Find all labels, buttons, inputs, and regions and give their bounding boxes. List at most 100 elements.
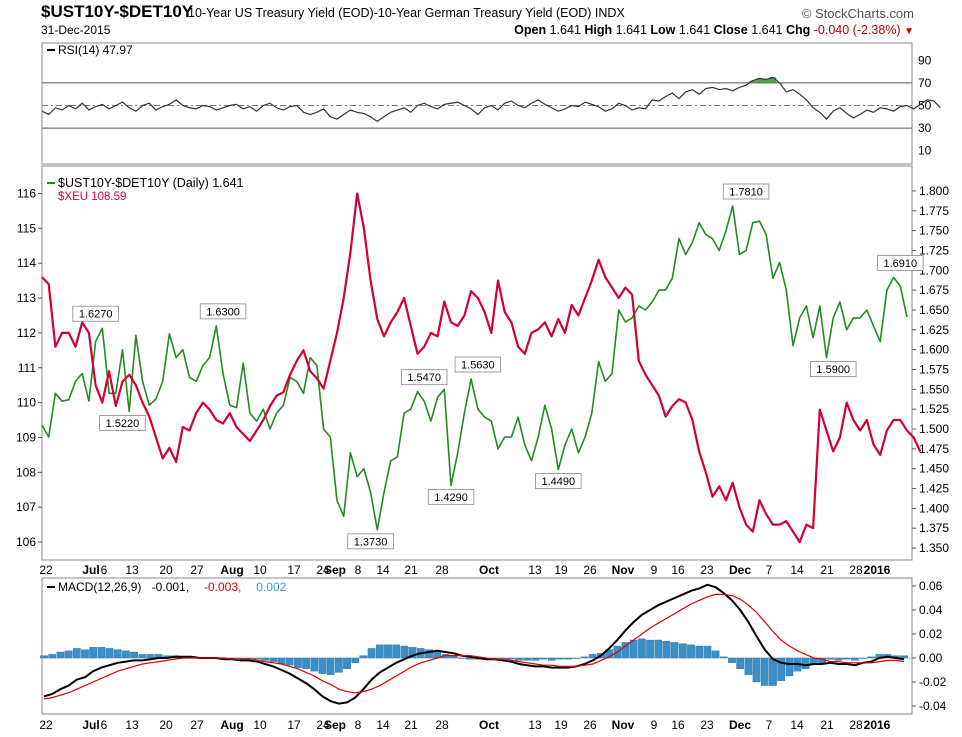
macd-line — [43, 583, 905, 705]
spread-line — [41, 205, 908, 531]
price-left-tick-label: 106 — [16, 535, 36, 549]
macd-histogram-bar — [588, 654, 597, 659]
price-x-label: 17 — [287, 563, 301, 577]
macd-histogram-bar — [392, 644, 401, 659]
macd-histogram-bar — [785, 657, 794, 677]
low-value: 1.641 — [678, 23, 711, 37]
macd-x-label: 23 — [700, 718, 714, 732]
macd-histogram-bar — [719, 656, 728, 659]
symbol-title: $UST10Y-$DET10Y — [41, 2, 194, 21]
price-x-label: 28 — [435, 563, 449, 577]
macd-histogram-bar — [269, 657, 278, 662]
price-x-label: 6 — [101, 563, 108, 577]
brand-logo[interactable]: © StockCharts.com — [801, 6, 914, 21]
down-triangle-icon: ▼ — [904, 26, 914, 37]
macd-x-label: 28 — [435, 718, 449, 732]
macd-histogram-bar — [310, 657, 319, 672]
price-right-tick-label: 1.575 — [919, 363, 949, 377]
price-x-label: Sep — [324, 563, 346, 577]
panel-frame-price — [41, 165, 913, 561]
macd-x-label: 21 — [404, 718, 418, 732]
price-left-tick-label: 110 — [17, 396, 36, 410]
close-value: 1.641 — [751, 23, 783, 37]
macd-signal-line — [43, 593, 905, 700]
price-right-tick-label: 1.400 — [919, 501, 949, 515]
macd-legend-item: -0.003, — [204, 580, 241, 594]
macd-histogram-bar — [302, 657, 310, 669]
price-x-label: 19 — [554, 563, 568, 577]
price-right-tick-label: 1.775 — [919, 204, 949, 218]
price-annotation-box — [99, 415, 146, 431]
macd-histogram-bar — [777, 657, 785, 681]
price-x-label: Dec — [729, 563, 751, 577]
price-annotation-label: 1.5220 — [106, 418, 140, 430]
macd-histogram-bar — [81, 649, 89, 659]
macd-histogram-bar — [146, 654, 155, 659]
macd-x-label: 20 — [159, 718, 173, 732]
macd-x-label: 28 — [849, 718, 863, 732]
close-label: Close — [713, 23, 748, 37]
macd-legend-item: MACD(12,26,9) — [58, 580, 141, 594]
macd-x-label: 24 — [316, 718, 330, 732]
macd-x-label: 8 — [355, 718, 362, 732]
macd-histogram-bar — [531, 657, 540, 661]
macd-histogram-bar — [294, 657, 302, 668]
macd-histogram-bar — [72, 648, 81, 659]
open-label: Open — [514, 23, 547, 37]
ohlc-readout: Open 1.641 High 1.641 Low 1.641 Close 1.… — [514, 23, 914, 37]
symbol-description: 10-Year US Treasury Yield (EOD)-10-Year … — [188, 6, 625, 20]
macd-x-label: 26 — [583, 718, 597, 732]
macd-histogram-bar — [539, 657, 548, 660]
macd-x-label: 21 — [820, 718, 834, 732]
macd-histogram-bar — [515, 657, 523, 661]
price-annotation-label: 1.3730 — [354, 536, 388, 548]
price-right-tick-label: 1.800 — [919, 184, 949, 198]
panel-frame-rsi — [41, 42, 913, 165]
macd-x-label: 2016 — [864, 718, 891, 732]
macd-legend-item: -0.001, — [152, 580, 189, 594]
price-annotation-box — [401, 369, 448, 386]
macd-histogram-bar — [113, 649, 122, 659]
macd-histogram-bar — [375, 644, 384, 659]
macd-histogram-bar — [662, 641, 671, 659]
macd-histogram-bar — [343, 657, 351, 669]
macd-histogram-bar — [564, 657, 573, 660]
price-x-label: 13 — [528, 563, 542, 577]
price-annotation-label: 1.6300 — [206, 306, 240, 318]
price-annotation-label: 1.4490 — [541, 476, 575, 488]
macd-histogram-bar — [752, 657, 761, 683]
macd-histogram-bar — [326, 657, 335, 675]
price-annotation-label: 1.4290 — [434, 492, 468, 504]
price-annotation-box — [454, 356, 502, 373]
macd-histogram-bar — [654, 639, 663, 659]
macd-legend-item: 0.002 — [256, 580, 286, 594]
macd-histogram-bar — [760, 657, 769, 686]
macd-histogram-bar — [367, 648, 376, 659]
price-x-label: Aug — [220, 563, 243, 577]
price-annotation-label: 1.5470 — [407, 372, 441, 384]
macd-histogram-bar — [744, 657, 753, 675]
macd-x-label: 9 — [651, 718, 658, 732]
price-right-tick-label: 1.625 — [919, 323, 949, 337]
price-x-label: Jul — [82, 563, 99, 577]
price-left-tick-label: 109 — [16, 430, 36, 444]
price-x-label: 14 — [790, 563, 804, 577]
macd-histogram-bar — [351, 657, 360, 663]
macd-x-label: 6 — [101, 718, 108, 732]
rsi-tick-label: 70 — [918, 76, 932, 90]
macd-x-label: Aug — [220, 718, 243, 732]
price-annotation-box — [427, 488, 475, 505]
macd-histogram-bar — [359, 655, 368, 659]
low-label: Low — [650, 23, 676, 37]
macd-histogram-bar — [89, 647, 97, 659]
xeu-line — [41, 192, 922, 544]
macd-tick-label: 0.04 — [919, 603, 943, 617]
macd-tick-label: -0.04 — [919, 699, 947, 713]
price-left-tick-label: 108 — [16, 465, 36, 479]
macd-histogram-bar — [425, 649, 433, 659]
price-x-label: 9 — [651, 563, 658, 577]
price-annotation-label: 1.5900 — [816, 364, 850, 376]
price-right-tick-label: 1.475 — [919, 442, 949, 456]
price-left-tick-label: 111 — [18, 361, 37, 375]
